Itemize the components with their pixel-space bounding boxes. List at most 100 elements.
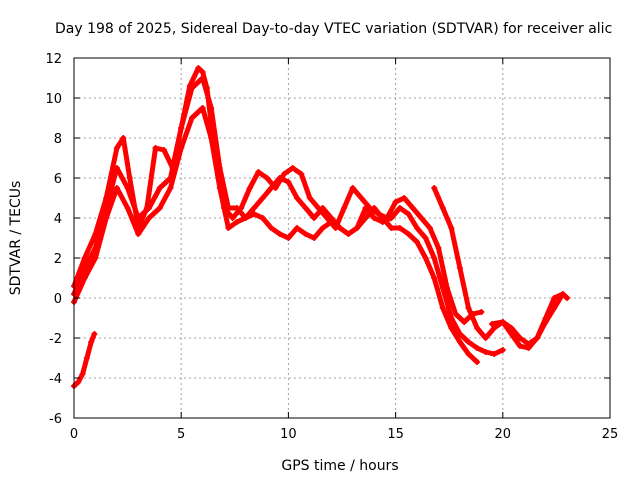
data-point bbox=[75, 379, 82, 385]
data-point bbox=[525, 345, 532, 351]
data-point bbox=[542, 319, 549, 325]
series-line-trace-3 bbox=[71, 105, 480, 365]
data-point bbox=[103, 215, 110, 221]
data-point bbox=[478, 309, 485, 315]
data-point bbox=[551, 305, 558, 311]
data-point bbox=[431, 255, 438, 261]
grid bbox=[74, 58, 610, 418]
data-point bbox=[448, 225, 455, 231]
y-tick-label: 12 bbox=[45, 52, 62, 67]
data-point bbox=[268, 225, 275, 231]
data-point bbox=[474, 359, 481, 365]
data-point bbox=[388, 215, 395, 221]
data-point bbox=[426, 225, 433, 231]
data-point bbox=[195, 65, 202, 71]
data-point bbox=[534, 335, 541, 341]
data-point bbox=[319, 205, 326, 211]
x-tick-label: 5 bbox=[177, 427, 185, 442]
data-point bbox=[199, 69, 206, 75]
data-point bbox=[161, 147, 168, 153]
data-point bbox=[482, 335, 489, 341]
data-point bbox=[319, 225, 326, 231]
data-point bbox=[435, 245, 442, 251]
data-point bbox=[354, 225, 361, 231]
data-point bbox=[349, 185, 356, 191]
data-point bbox=[259, 195, 266, 201]
data-point bbox=[345, 231, 352, 237]
data-point bbox=[439, 305, 446, 311]
data-point bbox=[439, 205, 446, 211]
data-point bbox=[489, 321, 496, 327]
data-point bbox=[362, 215, 369, 221]
data-point bbox=[255, 169, 262, 175]
data-point bbox=[516, 343, 523, 349]
data-point bbox=[422, 255, 429, 261]
data-point bbox=[431, 275, 438, 281]
y-tick-label: 6 bbox=[54, 172, 62, 187]
data-point bbox=[79, 371, 86, 377]
data-point bbox=[341, 205, 348, 211]
data-point bbox=[289, 165, 296, 171]
data-point bbox=[388, 225, 395, 231]
data-point bbox=[379, 215, 386, 221]
data-point bbox=[414, 239, 421, 245]
data-point bbox=[120, 135, 127, 141]
data-point bbox=[474, 325, 481, 331]
data-point bbox=[178, 145, 185, 151]
data-point bbox=[188, 115, 195, 121]
data-point bbox=[439, 285, 446, 291]
series-line-trace-1 bbox=[71, 65, 484, 325]
data-point bbox=[268, 185, 275, 191]
x-tick-label: 10 bbox=[280, 427, 297, 442]
data-point bbox=[452, 311, 459, 317]
data-point bbox=[146, 205, 153, 211]
data-point bbox=[431, 185, 438, 191]
data-point bbox=[461, 319, 468, 325]
data-point bbox=[135, 215, 142, 221]
data-point bbox=[126, 175, 133, 181]
y-tick-label: 0 bbox=[54, 292, 62, 307]
data-point bbox=[135, 231, 142, 237]
data-point bbox=[263, 175, 270, 181]
data-point bbox=[418, 215, 425, 221]
data-point bbox=[409, 205, 416, 211]
x-tick-label: 0 bbox=[70, 427, 78, 442]
data-point bbox=[285, 235, 292, 241]
data-point bbox=[293, 225, 300, 231]
data-point bbox=[559, 291, 566, 297]
data-point bbox=[225, 225, 232, 231]
data-point bbox=[293, 195, 300, 201]
data-point bbox=[281, 171, 288, 177]
data-point bbox=[124, 185, 131, 191]
data-point bbox=[448, 325, 455, 331]
data-point bbox=[358, 195, 365, 201]
data-point bbox=[233, 219, 240, 225]
data-point bbox=[229, 215, 236, 221]
data-point bbox=[92, 255, 99, 261]
data-point bbox=[306, 195, 313, 201]
data-point bbox=[362, 205, 369, 211]
data-point bbox=[251, 205, 258, 211]
data-point bbox=[113, 185, 120, 191]
data-point bbox=[414, 225, 421, 231]
data-point bbox=[152, 145, 159, 151]
x-tick-label: 20 bbox=[495, 427, 512, 442]
data-point bbox=[508, 331, 515, 337]
data-point bbox=[146, 215, 153, 221]
data-point bbox=[396, 205, 403, 211]
data-point bbox=[188, 85, 195, 91]
x-axis-ticks: 0 5 10 15 20 25 bbox=[70, 58, 618, 442]
data-point bbox=[311, 235, 318, 241]
data-point bbox=[465, 339, 472, 345]
y-tick-label: 10 bbox=[45, 92, 62, 107]
data-point bbox=[405, 231, 412, 237]
data-point bbox=[91, 331, 98, 337]
data-point bbox=[491, 351, 498, 357]
data-point bbox=[401, 195, 408, 201]
data-point bbox=[302, 205, 309, 211]
data-point bbox=[199, 75, 206, 81]
data-point bbox=[465, 351, 472, 357]
data-point bbox=[81, 265, 88, 271]
data-point bbox=[392, 199, 399, 205]
